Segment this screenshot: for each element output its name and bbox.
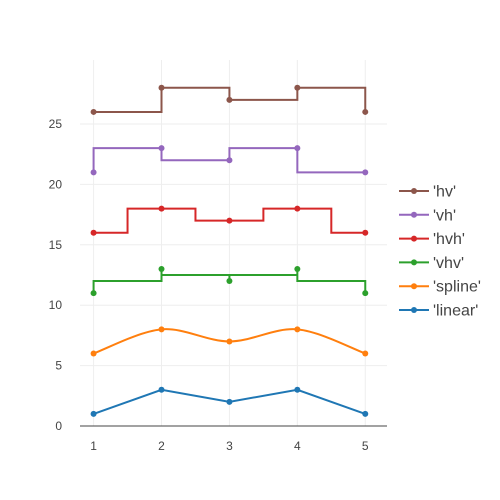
data-point [90,108,97,115]
y-tick-label: 15 [49,238,63,252]
data-point [294,84,301,91]
legend-item-hvh[interactable]: 'hvh' [399,231,465,248]
x-tick-label: 5 [362,439,369,453]
data-point [294,265,301,272]
data-point [158,265,165,272]
data-point [158,84,165,91]
series-linear [90,386,369,417]
data-point [226,157,233,164]
data-point [362,108,369,115]
data-point [158,386,165,393]
series-vh [90,145,369,176]
x-tick-label: 4 [294,439,301,453]
x-tick-label: 3 [226,439,233,453]
data-point [90,290,97,297]
legend-label: 'hvh' [433,231,465,248]
data-point [226,278,233,285]
data-point [362,410,369,417]
data-point [90,410,97,417]
data-point [226,217,233,224]
x-tick-label: 1 [90,439,97,453]
data-point [158,145,165,152]
data-point [90,169,97,176]
data-point [294,205,301,212]
legend-label: 'hv' [433,184,456,201]
data-point [90,229,97,236]
legend-label: 'spline' [433,279,481,296]
legend-item-hv[interactable]: 'hv' [399,184,456,201]
gridlines [80,60,387,426]
legend-swatch-marker [411,211,417,218]
x-tick-label: 2 [158,439,165,453]
legend-item-linear[interactable]: 'linear' [399,303,478,320]
data-point [362,290,369,297]
y-tick-label: 20 [49,177,63,191]
data-point [226,338,233,345]
legend-item-vhv[interactable]: 'vhv' [399,255,464,272]
legend-label: 'vh' [433,207,456,224]
series-hvh [90,205,369,236]
data-point [294,386,301,393]
data-point [362,350,369,357]
axes: 1 2 3 4 5 0 5 10 15 20 25 [49,117,387,453]
data-point [294,326,301,333]
series-hv [90,84,369,115]
series-vhv [90,265,369,297]
data-point [90,350,97,357]
legend[interactable]: 'hv' 'vh' 'hvh' 'vhv' 'spline' 'linear' [399,184,481,320]
y-tick-label: 5 [55,359,62,373]
y-tick-label: 0 [55,419,62,433]
legend-label: 'vhv' [433,255,464,272]
data-point [158,326,165,333]
data-point [294,145,301,152]
legend-swatch-marker [411,235,417,242]
legend-swatch-marker [411,188,417,194]
legend-swatch-marker [411,259,417,266]
data-point [226,398,233,405]
data-point [362,229,369,236]
legend-item-vh[interactable]: 'vh' [399,207,456,224]
legend-swatch-marker [411,283,417,290]
y-tick-label: 25 [49,117,63,131]
legend-swatch-marker [411,307,417,313]
legend-label: 'linear' [433,303,478,320]
data-point [158,205,165,212]
legend-item-spline[interactable]: 'spline' [399,279,481,296]
y-tick-label: 10 [49,298,63,312]
series-spline [90,326,369,357]
series-lines [90,84,369,417]
data-point [362,169,369,176]
data-point [226,96,233,103]
